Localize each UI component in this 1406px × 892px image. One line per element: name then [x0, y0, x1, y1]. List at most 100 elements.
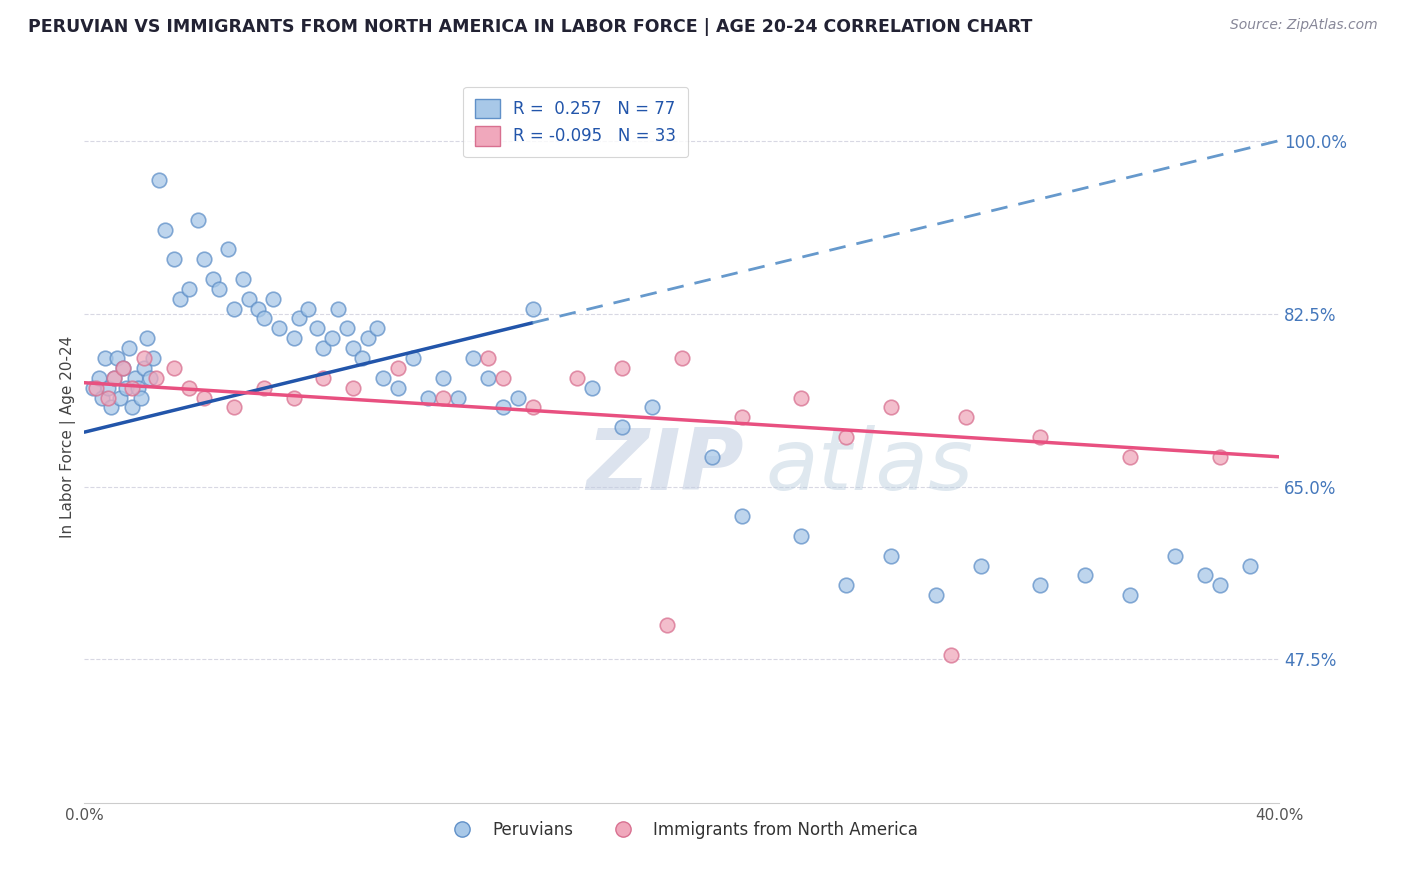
- Point: [939, 648, 962, 662]
- Point: [1029, 430, 1052, 444]
- Point: [387, 381, 409, 395]
- Point: [89, 371, 111, 385]
- Legend: Peruvians, Immigrants from North America: Peruvians, Immigrants from North America: [439, 814, 925, 846]
- Point: [132, 360, 156, 375]
- Point: [118, 341, 141, 355]
- Point: [153, 222, 176, 236]
- Point: [336, 321, 359, 335]
- Point: [127, 381, 149, 395]
- Text: Source: ZipAtlas.com: Source: ZipAtlas.com: [1230, 18, 1378, 32]
- Point: [222, 301, 245, 316]
- Point: [253, 381, 276, 395]
- Point: [970, 558, 993, 573]
- Point: [139, 371, 162, 385]
- Point: [86, 381, 108, 395]
- Point: [110, 391, 132, 405]
- Point: [208, 282, 231, 296]
- Point: [121, 381, 143, 395]
- Point: [655, 618, 678, 632]
- Point: [612, 420, 634, 434]
- Point: [129, 391, 152, 405]
- Point: [880, 401, 903, 415]
- Point: [312, 371, 335, 385]
- Point: [177, 282, 200, 296]
- Point: [416, 391, 439, 405]
- Point: [94, 351, 117, 365]
- Point: [124, 371, 146, 385]
- Point: [100, 401, 122, 415]
- Point: [283, 331, 305, 345]
- Point: [387, 360, 409, 375]
- Y-axis label: In Labor Force | Age 20-24: In Labor Force | Age 20-24: [60, 336, 76, 538]
- Point: [145, 371, 167, 385]
- Point: [581, 381, 603, 395]
- Point: [1119, 588, 1142, 602]
- Point: [177, 381, 200, 395]
- Point: [352, 351, 374, 365]
- Point: [321, 331, 343, 345]
- Point: [790, 391, 813, 405]
- Point: [193, 252, 215, 267]
- Point: [373, 371, 395, 385]
- Point: [432, 371, 454, 385]
- Point: [112, 360, 135, 375]
- Point: [136, 331, 159, 345]
- Point: [447, 391, 470, 405]
- Point: [112, 360, 135, 375]
- Point: [880, 549, 903, 563]
- Point: [671, 351, 693, 365]
- Point: [612, 360, 634, 375]
- Point: [357, 331, 380, 345]
- Point: [835, 430, 858, 444]
- Point: [103, 371, 125, 385]
- Point: [1029, 578, 1052, 592]
- Point: [193, 391, 215, 405]
- Point: [82, 381, 104, 395]
- Point: [297, 301, 319, 316]
- Point: [700, 450, 723, 464]
- Point: [288, 311, 311, 326]
- Point: [246, 301, 269, 316]
- Point: [148, 173, 170, 187]
- Point: [955, 410, 977, 425]
- Point: [1209, 578, 1232, 592]
- Point: [91, 391, 114, 405]
- Point: [1164, 549, 1187, 563]
- Point: [731, 410, 754, 425]
- Point: [641, 401, 664, 415]
- Point: [307, 321, 329, 335]
- Point: [121, 401, 143, 415]
- Point: [402, 351, 425, 365]
- Point: [432, 391, 454, 405]
- Point: [201, 272, 224, 286]
- Point: [105, 351, 128, 365]
- Point: [1209, 450, 1232, 464]
- Point: [187, 212, 209, 227]
- Point: [1194, 568, 1216, 582]
- Point: [477, 351, 499, 365]
- Point: [1074, 568, 1097, 582]
- Point: [522, 401, 544, 415]
- Point: [1119, 450, 1142, 464]
- Point: [790, 529, 813, 543]
- Point: [142, 351, 165, 365]
- Point: [492, 401, 515, 415]
- Point: [238, 292, 260, 306]
- Point: [97, 381, 120, 395]
- Point: [506, 391, 529, 405]
- Text: ZIP: ZIP: [586, 425, 744, 508]
- Point: [217, 242, 239, 256]
- Point: [163, 252, 186, 267]
- Point: [262, 292, 284, 306]
- Point: [163, 360, 186, 375]
- Point: [97, 391, 120, 405]
- Point: [731, 509, 754, 524]
- Point: [232, 272, 254, 286]
- Point: [342, 341, 364, 355]
- Point: [477, 371, 499, 385]
- Text: PERUVIAN VS IMMIGRANTS FROM NORTH AMERICA IN LABOR FORCE | AGE 20-24 CORRELATION: PERUVIAN VS IMMIGRANTS FROM NORTH AMERIC…: [28, 18, 1032, 36]
- Point: [835, 578, 858, 592]
- Point: [1239, 558, 1261, 573]
- Point: [132, 351, 156, 365]
- Point: [253, 311, 276, 326]
